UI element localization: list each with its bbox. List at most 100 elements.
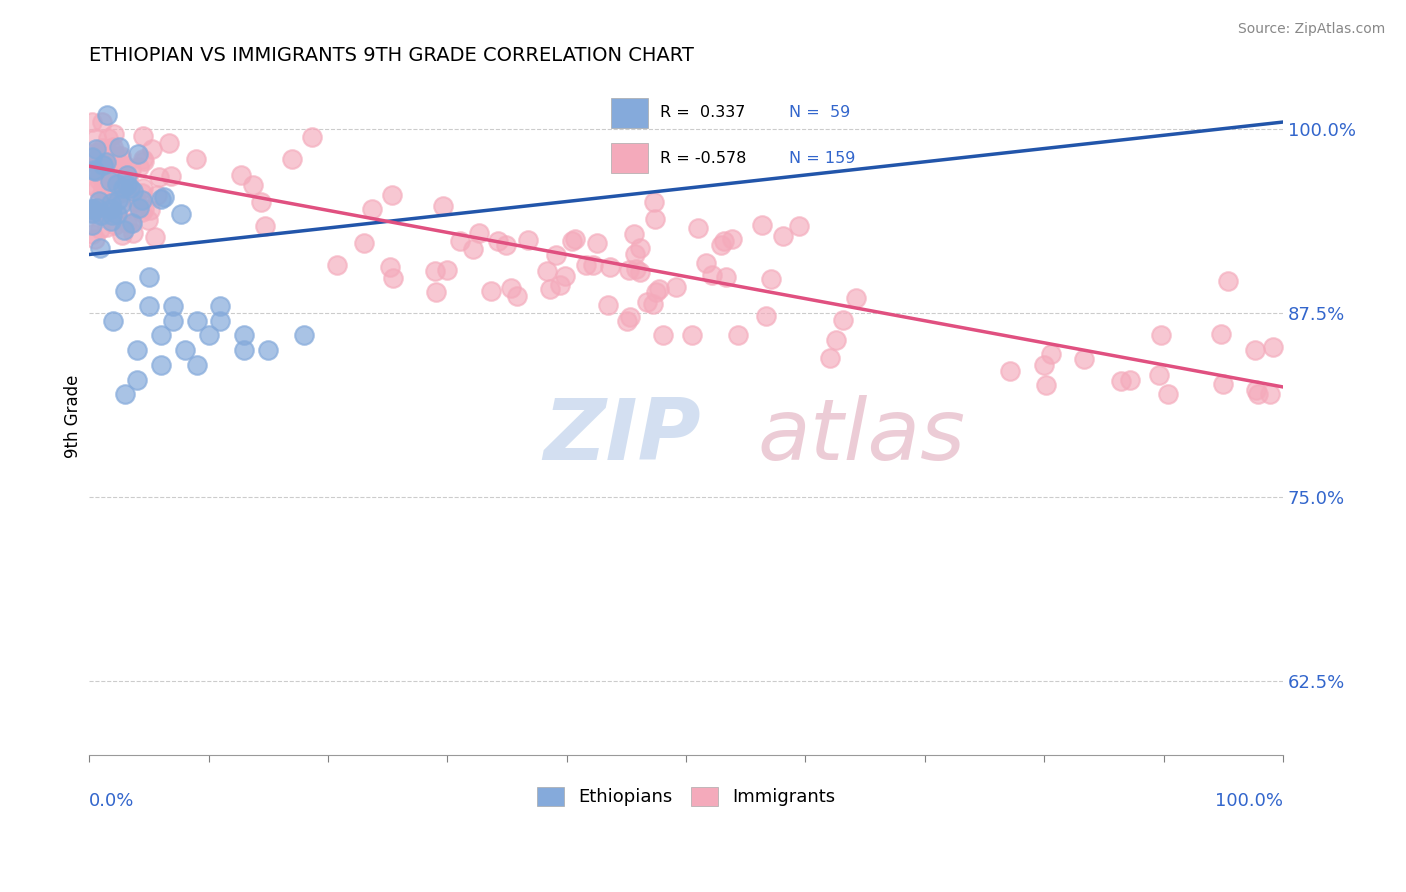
Point	[250, 195, 273, 210]
Point	[361, 202, 384, 217]
Point	[281, 153, 304, 167]
Point	[787, 219, 810, 233]
Point	[1073, 352, 1095, 367]
Point	[122, 227, 145, 241]
Point	[111, 181, 134, 195]
Point	[233, 328, 256, 343]
Point	[128, 160, 150, 174]
Point	[628, 241, 651, 255]
Point	[624, 247, 647, 261]
Point	[751, 218, 773, 232]
Point	[820, 351, 842, 365]
Point	[132, 128, 155, 143]
Point	[114, 168, 136, 182]
Point	[80, 161, 103, 175]
Point	[89, 222, 111, 236]
Point	[131, 181, 153, 195]
Point	[554, 269, 576, 284]
Point	[1212, 376, 1234, 391]
Point	[637, 294, 659, 309]
Point	[84, 146, 107, 161]
Point	[626, 262, 648, 277]
Point	[107, 173, 129, 187]
Point	[100, 196, 122, 211]
Point	[149, 328, 172, 343]
Point	[257, 343, 280, 358]
Point	[96, 220, 118, 235]
Point	[110, 197, 132, 211]
Point	[1109, 374, 1132, 388]
Point	[86, 180, 108, 194]
Point	[495, 237, 517, 252]
Point	[186, 152, 208, 166]
Point	[107, 193, 129, 207]
Point	[582, 258, 605, 272]
Point	[714, 270, 737, 285]
Point	[103, 127, 125, 141]
Point	[115, 216, 138, 230]
Point	[831, 313, 853, 327]
Point	[136, 213, 159, 227]
Point	[101, 314, 124, 328]
Point	[681, 328, 703, 343]
Point	[233, 343, 256, 358]
Point	[128, 201, 150, 215]
Point	[616, 313, 638, 327]
Point	[479, 284, 502, 298]
Point	[550, 277, 572, 292]
Point	[103, 184, 125, 198]
Point	[301, 129, 323, 144]
Point	[619, 310, 641, 324]
Point	[326, 259, 349, 273]
Point	[173, 343, 195, 358]
Point	[114, 202, 136, 216]
Point	[468, 226, 491, 240]
Point	[91, 180, 114, 194]
Point	[648, 282, 671, 296]
Point	[110, 151, 132, 165]
Point	[486, 234, 509, 248]
Point	[83, 164, 105, 178]
Point	[125, 343, 148, 358]
Point	[149, 192, 172, 206]
Point	[138, 269, 160, 284]
Point	[101, 209, 124, 223]
Point	[84, 131, 107, 145]
Point	[1218, 274, 1240, 288]
Point	[86, 201, 108, 215]
Point	[112, 177, 135, 191]
Point	[381, 188, 404, 202]
Point	[100, 204, 122, 219]
Point	[1157, 387, 1180, 401]
Point	[83, 154, 105, 169]
Point	[1247, 387, 1270, 401]
Point	[242, 178, 264, 192]
Point	[143, 230, 166, 244]
Text: 100.0%: 100.0%	[1215, 792, 1284, 810]
Point	[1040, 347, 1063, 361]
Point	[107, 177, 129, 191]
Point	[89, 145, 111, 159]
Point	[84, 142, 107, 156]
Point	[91, 141, 114, 155]
Point	[1150, 327, 1173, 342]
Point	[110, 158, 132, 172]
Point	[538, 282, 561, 296]
Point	[544, 248, 567, 262]
Point	[720, 232, 742, 246]
Point	[112, 223, 135, 237]
Point	[141, 142, 163, 156]
Point	[91, 158, 114, 172]
Point	[695, 256, 717, 270]
Point	[651, 328, 673, 343]
Point	[120, 163, 142, 178]
Point	[134, 153, 156, 168]
Point	[96, 177, 118, 191]
Point	[425, 264, 447, 278]
Point	[100, 214, 122, 228]
Point	[575, 258, 598, 272]
Point	[1209, 326, 1232, 341]
Point	[149, 358, 172, 372]
Point	[111, 228, 134, 243]
Point	[90, 115, 112, 129]
